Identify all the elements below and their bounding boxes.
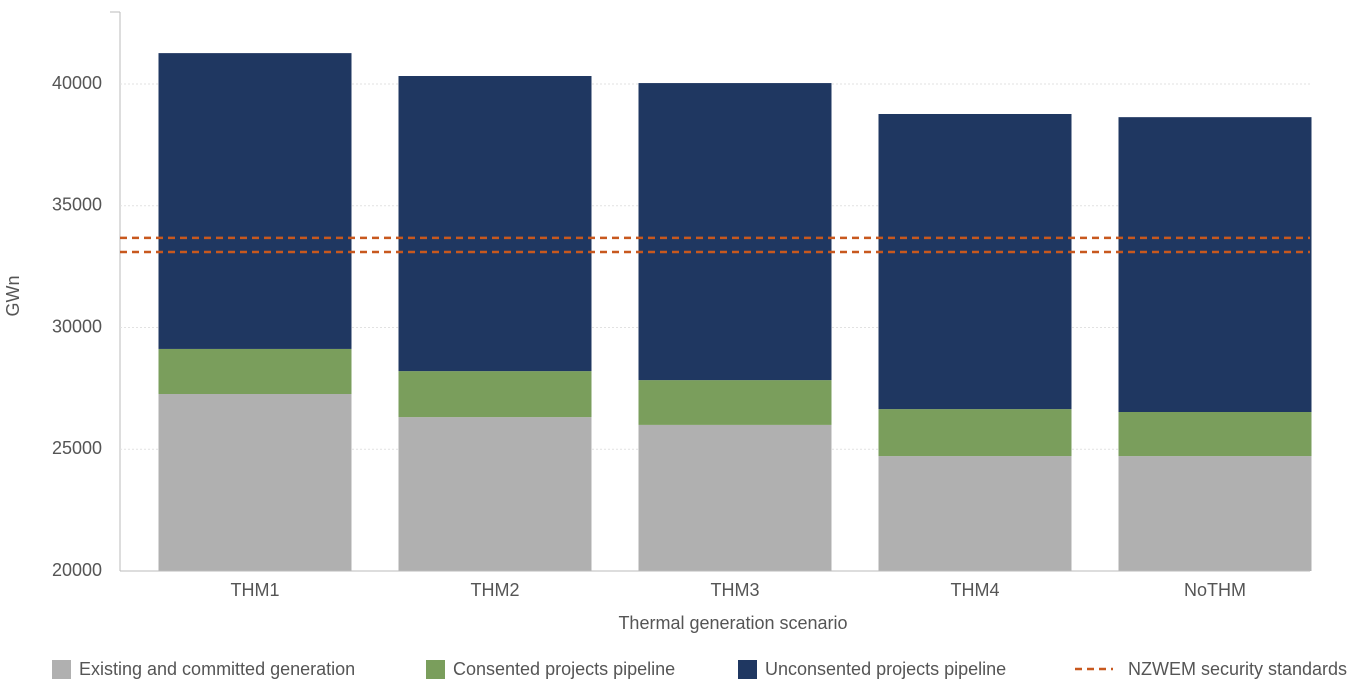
- bar-segment: [1118, 456, 1312, 571]
- y-axis-label: GWn: [3, 275, 23, 316]
- bar-segment: [398, 371, 592, 418]
- y-tick-label: 25000: [52, 438, 102, 458]
- x-tick-label: THM4: [951, 580, 1000, 600]
- bar-segment: [158, 393, 352, 571]
- y-tick-label: 20000: [52, 560, 102, 580]
- bar-segment: [1118, 117, 1312, 413]
- y-tick-label: 40000: [52, 73, 102, 93]
- y-tick-label: 30000: [52, 316, 102, 336]
- bar-segment: [878, 409, 1072, 457]
- legend-swatch: [738, 660, 757, 679]
- bar-segment: [638, 380, 832, 425]
- bar-segment: [398, 76, 592, 372]
- bar-segment: [158, 53, 352, 349]
- x-tick-label: NoTHM: [1184, 580, 1246, 600]
- legend-label: NZWEM security standards: [1128, 659, 1347, 679]
- x-tick-label: THM2: [471, 580, 520, 600]
- x-tick-label: THM3: [711, 580, 760, 600]
- x-tick-label: THM1: [231, 580, 280, 600]
- legend-swatch: [426, 660, 445, 679]
- bar-segment: [1118, 412, 1312, 457]
- legend-label: Unconsented projects pipeline: [765, 659, 1006, 679]
- y-tick-label: 35000: [52, 195, 102, 215]
- x-axis-label: Thermal generation scenario: [618, 613, 847, 633]
- bar-segment: [158, 348, 352, 394]
- bar-segment: [638, 83, 832, 381]
- bar-segment: [398, 417, 592, 571]
- bar-segment: [878, 113, 1072, 410]
- bar-segment: [638, 424, 832, 571]
- legend-swatch: [52, 660, 71, 679]
- legend-label: Existing and committed generation: [79, 659, 355, 679]
- legend-label: Consented projects pipeline: [453, 659, 675, 679]
- bar-segment: [878, 456, 1072, 571]
